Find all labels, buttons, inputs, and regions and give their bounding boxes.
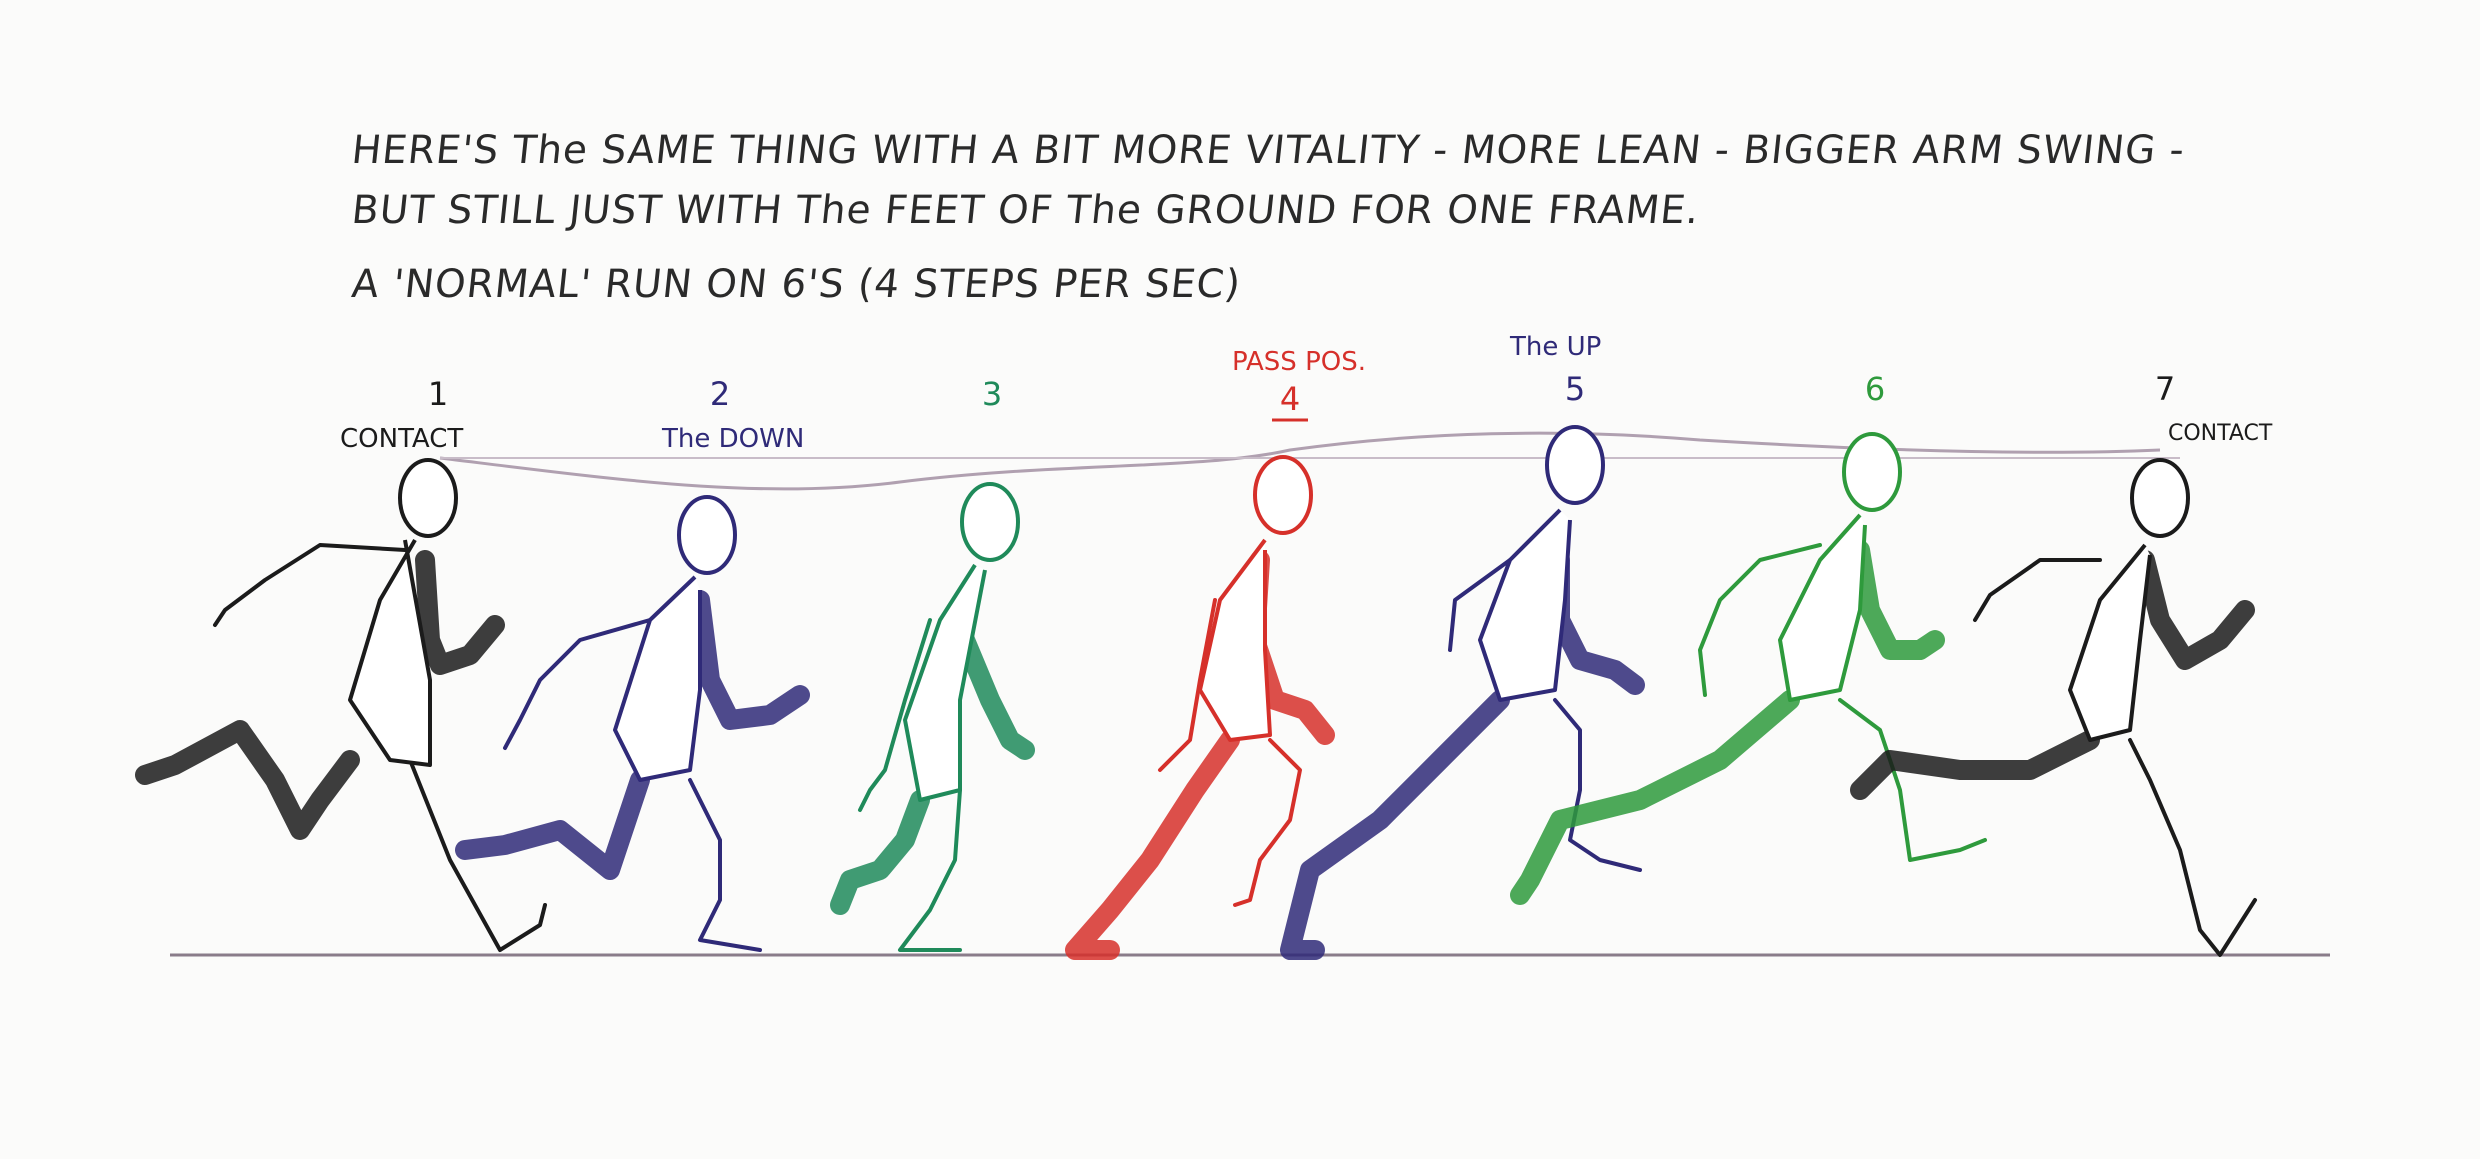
- figure-frame-5: 5 The UP: [1280, 332, 1645, 960]
- near-leg: [1233, 738, 1302, 907]
- head: [960, 482, 1020, 562]
- far-leg: [1510, 690, 1800, 905]
- far-arm: [955, 630, 1035, 760]
- frame-number: 6: [1865, 370, 1885, 408]
- torso: [613, 575, 702, 782]
- frame-number: 7: [2155, 370, 2175, 408]
- frame-number: 2: [710, 375, 730, 413]
- torso: [2068, 543, 2152, 742]
- frame-number: 3: [982, 375, 1002, 413]
- near-leg: [408, 758, 547, 952]
- torso: [348, 538, 432, 767]
- near-leg: [1838, 698, 1987, 862]
- torso: [1198, 538, 1272, 742]
- frame-label: CONTACT: [340, 424, 463, 454]
- far-leg: [1280, 690, 1510, 960]
- frame-label: PASS POS.: [1232, 347, 1366, 377]
- figure-frame-2: 2 The DOWN: [455, 375, 810, 952]
- head: [677, 495, 737, 575]
- head: [1253, 455, 1313, 535]
- figure-frame-1: 1 CONTACT: [135, 375, 547, 952]
- near-leg: [898, 788, 962, 952]
- far-arm: [415, 550, 505, 675]
- frame-label: The UP: [1509, 332, 1601, 362]
- figure-frame-6: 6: [1510, 370, 1987, 905]
- torso: [1778, 513, 1867, 702]
- far-arm: [1850, 540, 1945, 660]
- far-arm: [2135, 550, 2255, 670]
- head: [1842, 432, 1902, 512]
- near-arm: [1448, 558, 1512, 652]
- near-leg: [688, 778, 762, 952]
- far-leg: [830, 790, 930, 915]
- near-arm: [503, 618, 652, 750]
- frame-label: The DOWN: [661, 424, 804, 454]
- near-arm: [213, 543, 407, 627]
- frame-number: 1: [428, 375, 448, 413]
- frame-number: 5: [1565, 370, 1585, 408]
- far-leg: [135, 720, 360, 840]
- near-leg: [1553, 698, 1642, 872]
- figure-frame-7: 7 CONTACT: [1850, 370, 2273, 957]
- head: [398, 458, 458, 538]
- torso: [1478, 508, 1572, 702]
- near-arm: [858, 618, 932, 812]
- far-arm: [690, 590, 810, 730]
- far-leg: [1850, 730, 2100, 800]
- torso: [903, 563, 987, 802]
- near-leg: [2128, 738, 2257, 957]
- far-arm: [1550, 550, 1645, 695]
- near-arm: [1973, 558, 2102, 622]
- figure-frame-3: 3: [830, 375, 1035, 952]
- far-leg: [455, 770, 650, 880]
- near-arm: [1158, 598, 1217, 772]
- frame-number: 4: [1280, 380, 1300, 418]
- head: [2130, 458, 2190, 538]
- head: [1545, 425, 1605, 505]
- near-arm: [1698, 543, 1822, 697]
- far-leg: [1065, 730, 1240, 960]
- frame-label: CONTACT: [2168, 421, 2273, 446]
